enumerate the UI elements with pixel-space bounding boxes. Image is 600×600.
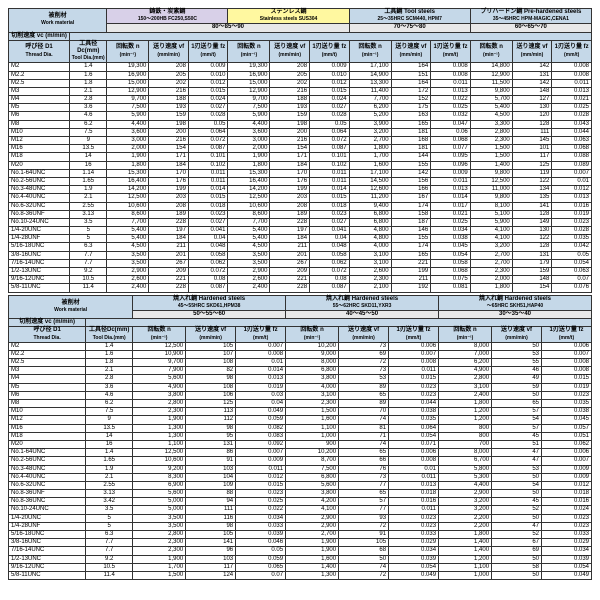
table-row: M21.412,5001050.00710,200730.0068,000500… [9, 342, 592, 350]
cutting-conditions-table-top: 被削材Work material 鋳鉄・炭素鋼150～200HB FC250,S… [8, 8, 592, 293]
table-row: M2.21.616,9002050.01016,9002050.01014,90… [9, 71, 592, 79]
mat-bot-1: 焼入れ鋼 Hardened steels55～62HRC SKD11,YXR3 [286, 295, 439, 310]
work-material-label: 被削材 [49, 13, 67, 19]
vc-2: 70～75～80 [349, 24, 470, 32]
vc-3: 60～65～70 [470, 24, 591, 32]
table-row: M18141,9001710.1011,9001710.1011,7001440… [9, 153, 592, 161]
table-row: M64.65,9001590.0285,9001590.0285,2001630… [9, 112, 592, 120]
table-row: No.6-32UNC2.556,9001090.0155,600770.0134… [9, 481, 592, 489]
table-row: M2.51.815,0002020.01215,0002020.01213,30… [9, 79, 592, 87]
table-row: M42.85,600980.0133,800530.0152,800490.01… [9, 375, 592, 383]
cutting-conditions-table-bottom: 被削材Work material 焼入れ鋼 Hardened steels45～… [8, 295, 592, 581]
table-row: M20161,1001310.092900740.071700510.062 [9, 440, 592, 448]
table-row: 1/4-28UNF55,4001840.045,4001840.044,8001… [9, 235, 592, 243]
table-row: No.8-36UNF3.135,600880.0233,800650.0182,… [9, 490, 592, 498]
table-row: 3/8-16UNC7.73,5002010.0583,5002010.0583,… [9, 251, 592, 259]
table-row: No.4-40UNC2.18,3001040.0126,800730.0115,… [9, 473, 592, 481]
table-row: M1291,9001120.0591,600740.0351,200540.04… [9, 416, 592, 424]
mat-bot-2: 焼入れ鋼 Hardened steels～65HRC SKH51,HAP40 [439, 295, 592, 310]
table-row: M1613.52,0001540.0872,0001540.0871,80018… [9, 145, 592, 153]
table-row: M86.24,4001980.054,4001980.053,9001650.0… [9, 120, 592, 128]
table-row: No.3-48UNC1.99,2001030.0117,500760.015,8… [9, 465, 592, 473]
table-row: 1/4-20UNC53,5001160.0342,900930.0232,200… [9, 514, 592, 522]
table-row: No.4-40UNC2.112,5002030.01512,5002030.01… [9, 194, 592, 202]
table-row: M32.17,900820.0146,800730.0114,900460.00… [9, 367, 592, 375]
table-row: M2.51.89,7001080.018,000720.0086,200550.… [9, 359, 592, 367]
table-row: M32.112,9002160.01512,9002160.01511,4001… [9, 87, 592, 95]
table-row: No.2-56UNC1.6516,4001760.01116,4001760.0… [9, 177, 592, 185]
table-row: M86.22,8001250.042,300890.0441,800650.03… [9, 400, 592, 408]
table-row: 3/8-16UNC7.72,3001410.0461,9001050.0291,… [9, 539, 592, 547]
table-row: M21.419,3002080.00919,3002080.00917,1001… [9, 63, 592, 71]
table-row: M2.21.610,9001070.0089,000690.0077,00053… [9, 350, 592, 358]
table-row: No.1-64UNC1.412,500860.00710,200650.0068… [9, 449, 592, 457]
table-row: 5/16-18UNC6.32,8001050.0392,700910.0331,… [9, 531, 592, 539]
table-row: M53.64,9001080.0194,000890.0233,100590.0… [9, 383, 592, 391]
table-row: M64.63,8001060.033,100650.0232,400500.02… [9, 391, 592, 399]
vc-0: 80～85～90 [107, 24, 349, 32]
table-row: M1613.51,300980.0821,100810.064800570.05… [9, 424, 592, 432]
table-row: 5/16-18UNC6.34,5002110.0484,5002110.0484… [9, 243, 592, 251]
table-row: M20161,8001840.1021,8001840.1021,6001550… [9, 161, 592, 169]
mat-col-2: 工具鋼 Tool steels25～35HRC SCM440, HPM7 [349, 9, 470, 24]
table-row: M18141,300950.0831,000710.054800450.051 [9, 432, 592, 440]
table-row: No.8-36UNC3.425,000940.0254,200570.0163,… [9, 498, 592, 506]
mat-col-1: ステンレス鋼Stainless steels SUS304 [228, 9, 349, 24]
table-row: 9/16-12UNC10.51,7001170.0651,400740.0541… [9, 563, 592, 571]
table-row: 1/4-28UNF53,500980.0332,900720.0232,2004… [9, 522, 592, 530]
table-row: No.10-24UNC3.57,7002280.0277,7002280.027… [9, 218, 592, 226]
mat-bot-0: 焼入れ鋼 Hardened steels45～55HRC SKD61,HPM38 [133, 295, 286, 310]
table-row: 9/16-12UNC10.52,6002210.082,6002210.082,… [9, 276, 592, 284]
table-row: 5/8-11UNC11.42,4002280.0872,4002280.0872… [9, 284, 592, 292]
table-row: No.3-48UNC1.914,2001990.01414,2001990.01… [9, 186, 592, 194]
table-row: 1/2-13UNC9.21,9001030.0591,600500.0391,2… [9, 555, 592, 563]
table-row: M107.52,3001130.0491,500700.0381,200570.… [9, 408, 592, 416]
table-row: 7/16-14UNC7.72,300960.051,900680.0341,40… [9, 547, 592, 555]
table-row: 1/2-13UNC9.22,9002090.0722,9002090.0722,… [9, 268, 592, 276]
table-row: No.6-32UNC2.5510,6002080.01810,6002080.0… [9, 202, 592, 210]
table-row: 7/16-14UNC7.73,5002670.0623,5002670.0623… [9, 259, 592, 267]
table-row: 1/4-20UNC55,4001970.0415,4001970.0414,80… [9, 227, 592, 235]
table-row: M42.89,7001880.0249,7001880.0247,7001520… [9, 96, 592, 104]
mat-col-0: 鋳鉄・炭素鋼150～200HB FC250,S50C [107, 9, 228, 24]
table-row: No.8-36UNF3.138,6001890.0238,6001890.023… [9, 210, 592, 218]
mat-col-3: プリハードン鋼 Pre-hardened steels35～45HRC HPM-… [470, 9, 591, 24]
table-row: M1293,0002160.0723,0002160.0722,7001680.… [9, 137, 592, 145]
table-row: M53.67,5001930.0277,5001930.0276,2001750… [9, 104, 592, 112]
table-row: No.10-24UNC3.55,0001110.0224,100770.0113… [9, 506, 592, 514]
table-row: No.2-56UNC1.6510,600910.0098,700660.0086… [9, 457, 592, 465]
table-row: No.1-64UNC1.1415,3001700.01115,3001700.0… [9, 169, 592, 177]
table-row: M107.53,6002000.0643,6002000.0643,200181… [9, 128, 592, 136]
table-row: 5/8-11UNC11.41,5001240.071,300720.0491,0… [9, 571, 592, 579]
